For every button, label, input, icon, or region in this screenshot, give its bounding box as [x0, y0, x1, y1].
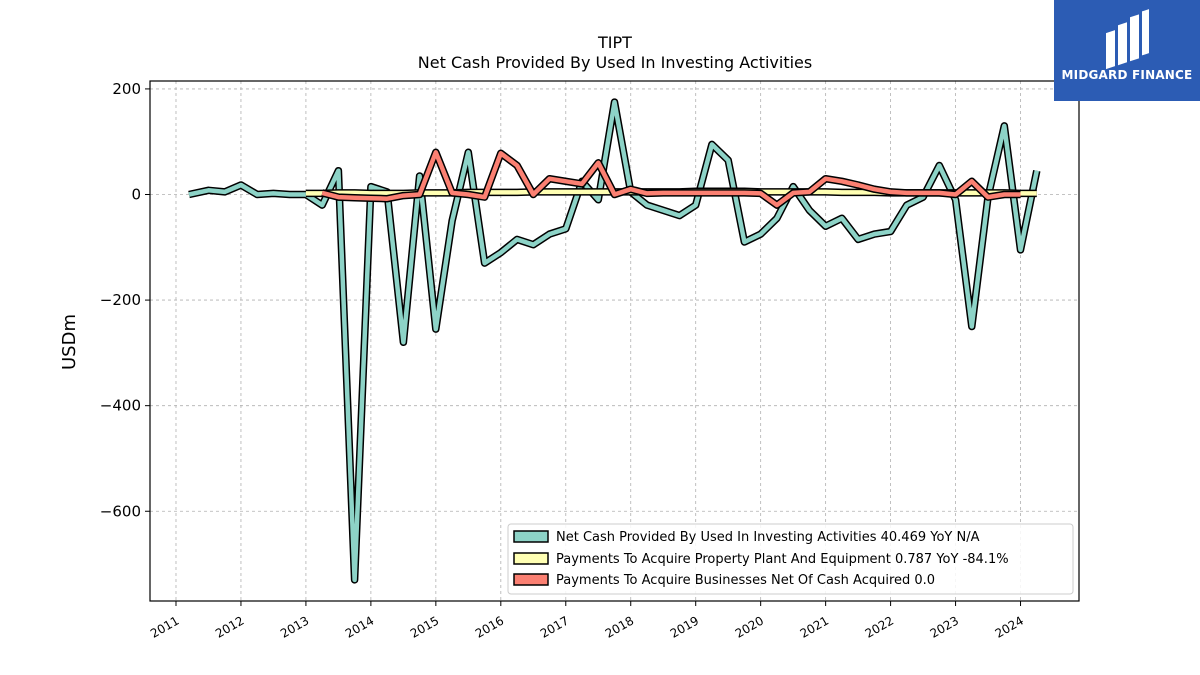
- legend-label-ppe: Payments To Acquire Property Plant And E…: [556, 552, 1009, 567]
- brand-logo: MIDGARD FINANCE: [1054, 0, 1200, 101]
- x-tick-label: 2017: [538, 613, 571, 640]
- x-tick-label: 2024: [993, 613, 1026, 640]
- legend-label-net-cash: Net Cash Provided By Used In Investing A…: [556, 530, 980, 545]
- y-tick-label: −400: [100, 397, 141, 415]
- y-axis-label: USDm: [59, 314, 80, 370]
- x-tick-label: 2012: [213, 613, 246, 640]
- legend-label-businesses: Payments To Acquire Businesses Net Of Ca…: [556, 573, 935, 588]
- plot-frame: [149, 80, 1080, 602]
- legend-swatch-ppe: [513, 552, 549, 565]
- logo-mark-icon: [1106, 9, 1149, 70]
- x-tick-label: 2018: [603, 613, 636, 640]
- x-tick-label: 2020: [733, 613, 766, 640]
- x-tick-label: 2014: [343, 613, 376, 640]
- series-line: [321, 150, 1021, 208]
- chart-title: TIPT: [597, 33, 632, 52]
- grid: [150, 81, 1079, 601]
- x-axis: 2011 2012 2013 2014 2015 2016 2017 2018 2019 2020…: [148, 601, 1026, 641]
- legend-box: [507, 523, 1074, 595]
- y-tick-label: −200: [100, 291, 141, 309]
- y-tick-label: 0: [131, 186, 141, 204]
- x-tick-label: 2023: [928, 613, 961, 640]
- legend-swatch-businesses: [513, 573, 549, 586]
- x-tick-label: 2022: [863, 613, 896, 640]
- x-tick-label: 2015: [408, 613, 441, 640]
- x-tick-label: 2021: [798, 613, 831, 640]
- x-tick-label: 2019: [668, 613, 701, 640]
- logo-name: MIDGARD FINANCE: [1061, 68, 1193, 82]
- x-tick-label: 2013: [278, 613, 311, 640]
- y-tick-label: −600: [100, 502, 141, 520]
- series-0: [188, 98, 1041, 584]
- series-line: [188, 99, 1040, 583]
- legend: Net Cash Provided By Used In Investing A…: [507, 523, 1074, 595]
- legend-swatch-net-cash: [513, 530, 549, 543]
- chart-subtitle: Net Cash Provided By Used In Investing A…: [418, 53, 812, 72]
- y-axis: 200 0 −200 −400 −600: [100, 80, 150, 520]
- y-tick-label: 200: [112, 80, 141, 98]
- series-2: [321, 148, 1021, 209]
- x-tick-label: 2016: [473, 613, 506, 640]
- x-tick-label: 2011: [148, 613, 181, 640]
- series-line-outline: [188, 98, 1041, 584]
- series-layer: [188, 98, 1041, 584]
